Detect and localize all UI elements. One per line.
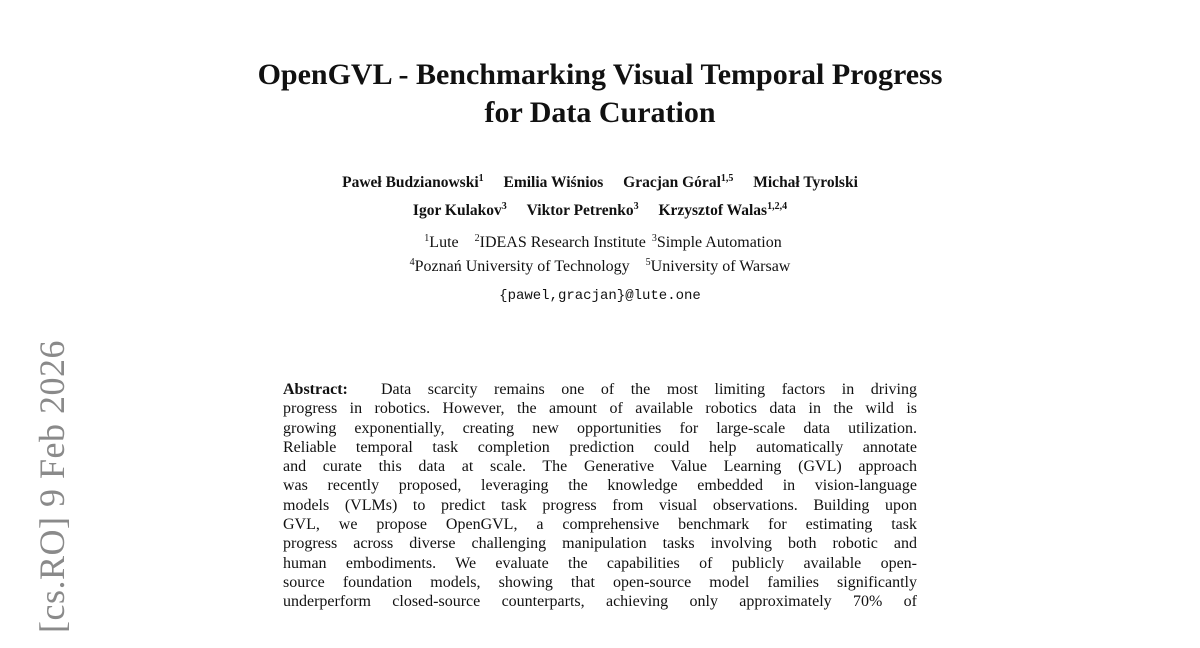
author-name: Emilia Wiśnios [503, 174, 604, 191]
abstract-label: Abstract: [283, 381, 348, 398]
author-name: Michał Tyrolski [753, 174, 858, 191]
author: Igor Kulakov3 [412, 201, 507, 220]
affiliation-name: IDEAS Research Institute [479, 234, 646, 251]
contact-email: {pawel,gracjan}@lute.one [499, 288, 701, 304]
abstract-line-text: Data scarcity remains one of the most li… [380, 381, 917, 398]
abstract-line: progress across diverse challenging mani… [283, 535, 917, 553]
affiliation: 4Poznań University of Technology [409, 257, 630, 276]
affiliation: 1Lute [424, 233, 459, 252]
author: Paweł Budzianowski1 [342, 173, 484, 192]
affiliation-number: 5 [645, 257, 651, 268]
abstract-line: GVL, we propose OpenGVL, a comprehensive… [283, 516, 917, 534]
author-affiliation-mark: 1 [478, 173, 484, 184]
affiliation: 2IDEAS Research Institute [474, 233, 646, 252]
affiliation-number: 2 [474, 233, 480, 244]
author-name: Krzysztof Walas [658, 202, 768, 219]
abstract-line: growing exponentially, creating new oppo… [283, 419, 917, 437]
author: Emilia Wiśnios [504, 174, 604, 191]
author: Viktor Petrenko3 [526, 201, 639, 220]
title-line-2: for Data Curation [484, 96, 716, 129]
title-line-1: OpenGVL - Benchmarking Visual Temporal P… [257, 58, 943, 91]
affiliation-name: University of Warsaw [650, 258, 791, 275]
affiliation-number: 4 [409, 257, 415, 268]
author: Michał Tyrolski [753, 174, 858, 191]
affiliations: 1Lute 2IDEAS Research Institute 3Simple A… [0, 231, 1200, 279]
abstract-line: Abstract: Data scarcity remains one of t… [283, 380, 917, 399]
abstract-line: and curate this data at scale. The Gener… [283, 458, 917, 476]
author: Krzysztof Walas1,2,4 [658, 201, 788, 220]
affiliation-name: Lute [429, 234, 459, 251]
affiliation-number: 1 [424, 233, 430, 244]
author-name: Viktor Petrenko [526, 202, 634, 219]
author-list: Paweł Budzianowski1 Emilia Wiśnios Gracj… [0, 169, 1200, 225]
abstract-line: source foundation models, showing that o… [283, 573, 917, 591]
abstract-line: underperform closed-source counterparts,… [283, 593, 917, 611]
author-affiliation-mark: 3 [633, 201, 639, 212]
abstract-line: human embodiments. We evaluate the capab… [283, 554, 917, 572]
author-name: Gracjan Góral [623, 174, 721, 191]
abstract: Abstract: Data scarcity remains one of t… [283, 380, 917, 612]
author-affiliation-mark: 3 [501, 201, 507, 212]
affiliation-number: 3 [651, 233, 657, 244]
affiliation: 3Simple Automation [651, 233, 782, 252]
arxiv-stamp: [cs.RO] 9 Feb 2026 [32, 340, 72, 633]
author: Gracjan Góral1,5 [623, 173, 734, 192]
paper-title: OpenGVL - Benchmarking Visual Temporal P… [0, 56, 1200, 132]
abstract-line: models (VLMs) to predict task progress f… [283, 496, 917, 514]
affiliation: 5University of Warsaw [645, 257, 791, 276]
author-affiliation-mark: 1,5 [720, 173, 734, 184]
affiliation-name: Poznań University of Technology [414, 258, 630, 275]
author-name: Paweł Budzianowski [342, 174, 479, 191]
affiliation-name: Simple Automation [656, 234, 782, 251]
author-name: Igor Kulakov [412, 202, 502, 219]
author-affiliation-mark: 1,2,4 [767, 201, 788, 212]
abstract-line: Reliable temporal task completion predic… [283, 438, 917, 456]
abstract-line: progress in robotics. However, the amoun… [283, 400, 917, 418]
abstract-line: was recently proposed, leveraging the kn… [283, 477, 917, 495]
